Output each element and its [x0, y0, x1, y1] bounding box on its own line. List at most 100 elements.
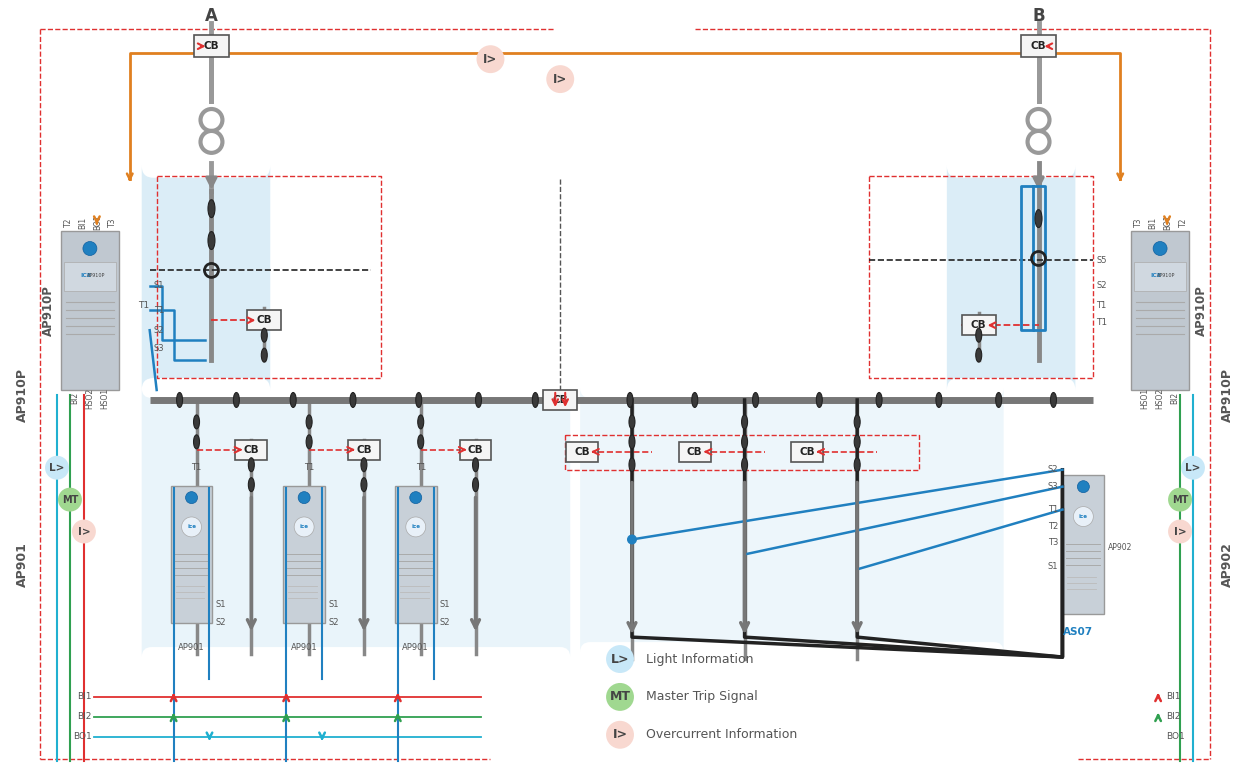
Ellipse shape [629, 415, 635, 429]
Text: HSO1: HSO1 [100, 387, 109, 408]
Text: I>: I> [78, 527, 90, 536]
FancyBboxPatch shape [64, 263, 116, 291]
Text: AP901: AP901 [402, 643, 429, 652]
Text: BO1: BO1 [94, 215, 102, 230]
Text: AP902: AP902 [1109, 543, 1132, 552]
Text: CB: CB [552, 395, 568, 405]
Ellipse shape [854, 415, 860, 429]
Ellipse shape [418, 435, 424, 448]
Ellipse shape [752, 393, 759, 408]
Text: T2: T2 [1049, 522, 1059, 531]
Text: I>: I> [1174, 527, 1186, 536]
Text: T2: T2 [1179, 218, 1188, 227]
Circle shape [1078, 481, 1089, 492]
Text: B: B [1032, 7, 1045, 25]
Ellipse shape [741, 415, 748, 429]
Ellipse shape [350, 393, 356, 408]
Text: T3: T3 [1048, 538, 1059, 547]
Text: BO1: BO1 [1164, 215, 1172, 230]
Text: S1: S1 [328, 600, 339, 608]
Text: L>: L> [611, 652, 629, 666]
Circle shape [406, 517, 426, 537]
Text: A: A [205, 7, 217, 25]
Ellipse shape [249, 477, 254, 492]
Ellipse shape [261, 348, 268, 362]
Text: T1: T1 [304, 463, 315, 472]
Text: AP910P: AP910P [1195, 285, 1208, 336]
Text: T1: T1 [154, 306, 164, 315]
Text: I>: I> [612, 728, 628, 742]
Text: BI1: BI1 [1149, 216, 1158, 229]
Text: BI2: BI2 [1166, 713, 1180, 721]
Text: HSO2: HSO2 [85, 387, 95, 408]
Circle shape [58, 488, 82, 512]
Circle shape [1168, 488, 1192, 512]
FancyBboxPatch shape [580, 388, 1004, 652]
Ellipse shape [194, 435, 200, 448]
Text: S2: S2 [154, 325, 164, 335]
Text: T1: T1 [1096, 318, 1108, 327]
FancyBboxPatch shape [395, 485, 436, 623]
Ellipse shape [816, 393, 822, 408]
Ellipse shape [691, 393, 698, 408]
FancyBboxPatch shape [170, 485, 212, 623]
Text: AP902: AP902 [1221, 542, 1234, 587]
Text: AP901: AP901 [16, 542, 29, 587]
Text: CB: CB [800, 447, 815, 457]
Ellipse shape [208, 200, 215, 218]
Text: BO1: BO1 [1166, 732, 1185, 742]
Text: BI2: BI2 [70, 392, 80, 404]
Text: HSO1: HSO1 [1141, 387, 1150, 408]
FancyBboxPatch shape [460, 440, 491, 459]
Circle shape [185, 492, 198, 503]
Ellipse shape [936, 393, 941, 408]
Text: BI1: BI1 [78, 692, 92, 702]
Circle shape [628, 535, 638, 544]
Ellipse shape [1035, 209, 1042, 227]
Text: Overcurrent Information: Overcurrent Information [646, 728, 798, 742]
Ellipse shape [208, 231, 215, 249]
Circle shape [299, 492, 310, 503]
Circle shape [606, 645, 634, 673]
Text: AP910P: AP910P [1221, 368, 1234, 422]
Text: CB: CB [244, 445, 259, 455]
Text: S2: S2 [328, 618, 339, 626]
Circle shape [606, 683, 634, 711]
Circle shape [45, 456, 69, 480]
Ellipse shape [361, 477, 368, 492]
Text: AP910P: AP910P [16, 368, 29, 422]
Text: T1: T1 [416, 463, 426, 472]
Ellipse shape [741, 435, 748, 448]
Text: T2: T2 [64, 218, 72, 227]
Text: I>: I> [552, 73, 568, 85]
FancyBboxPatch shape [61, 230, 119, 390]
Text: L>: L> [49, 463, 65, 473]
Circle shape [1168, 520, 1192, 543]
Text: CB: CB [688, 447, 702, 457]
Text: S2: S2 [440, 618, 450, 626]
Text: S1: S1 [215, 600, 226, 608]
Circle shape [606, 720, 634, 749]
FancyBboxPatch shape [1131, 230, 1189, 390]
Text: AP901: AP901 [179, 643, 205, 652]
Text: L>: L> [1185, 463, 1201, 473]
FancyBboxPatch shape [566, 442, 598, 462]
Text: ice: ice [188, 524, 196, 529]
Text: ice: ice [1079, 514, 1088, 519]
Text: BI2: BI2 [78, 713, 92, 721]
Text: BO1: BO1 [74, 732, 92, 742]
Text: CB: CB [256, 315, 272, 325]
Ellipse shape [418, 415, 424, 429]
Ellipse shape [1050, 393, 1056, 408]
Ellipse shape [472, 477, 479, 492]
Ellipse shape [194, 415, 200, 429]
Ellipse shape [261, 328, 268, 342]
Text: MT: MT [1171, 495, 1189, 505]
Text: BI1: BI1 [79, 216, 88, 229]
Text: AP910P: AP910P [42, 285, 55, 336]
Text: CB: CB [204, 42, 219, 51]
FancyBboxPatch shape [284, 485, 325, 623]
FancyBboxPatch shape [791, 442, 824, 462]
FancyBboxPatch shape [141, 165, 270, 390]
Circle shape [1152, 241, 1168, 256]
